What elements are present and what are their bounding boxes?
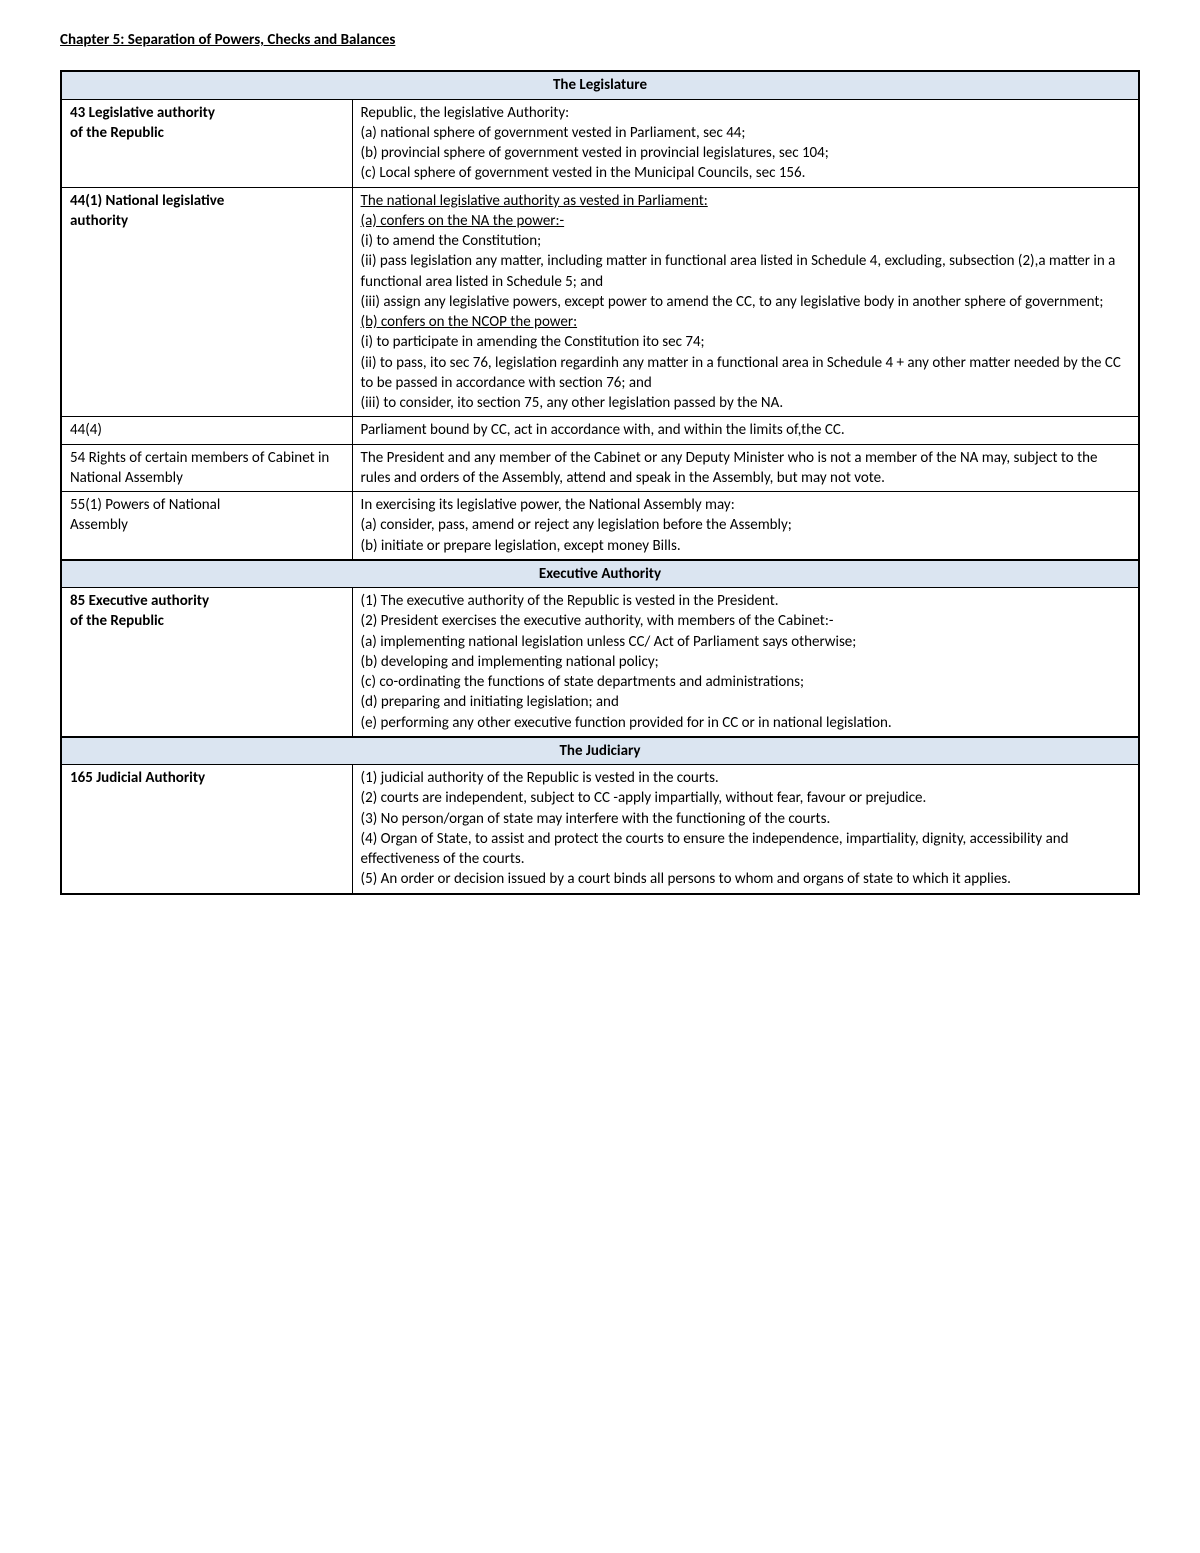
row-55-left-l2: Assembly — [70, 515, 344, 535]
section-header-text: The Judiciary — [61, 737, 1139, 765]
row-55-right: In exercising its legislative power, the… — [352, 492, 1139, 560]
row-44-1-biii: (iii) to consider, ito section 75, any o… — [361, 393, 1130, 413]
row-165-right: (1) judicial authority of the Republic i… — [352, 765, 1139, 894]
row-43-r2: (b) provincial sphere of government vest… — [361, 143, 1130, 163]
row-85-left-l2: of the Republic — [70, 611, 344, 631]
row-85-left-l1: 85 Executive authority — [70, 591, 344, 611]
row-44-1-ai: (i) to amend the Constitution; — [361, 231, 1130, 251]
row-44-1-left: 44(1) National legislative authority — [61, 187, 352, 417]
row-44-1-u3: (b) confers on the NCOP the power: — [361, 312, 1130, 332]
row-44-1-left-l2: authority — [70, 211, 344, 231]
row-54-left: 54 Rights of certain members of Cabinet … — [61, 444, 352, 492]
row-43-left: 43 Legislative authority of the Republic — [61, 99, 352, 187]
row-54: 54 Rights of certain members of Cabinet … — [61, 444, 1139, 492]
row-165-r2: (3) No person/organ of state may interfe… — [361, 809, 1130, 829]
row-165-r1: (2) courts are independent, subject to C… — [361, 788, 1130, 808]
row-44-1-aii: (ii) pass legislation any matter, includ… — [361, 251, 1130, 292]
row-85-r1: (2) President exercises the executive au… — [361, 611, 1130, 631]
row-44-1-right: The national legislative authority as ve… — [352, 187, 1139, 417]
row-55-r1: (a) consider, pass, amend or reject any … — [361, 515, 1130, 535]
row-85: 85 Executive authority of the Republic (… — [61, 588, 1139, 737]
row-55-r2: (b) initiate or prepare legislation, exc… — [361, 536, 1130, 556]
section-header-judiciary: The Judiciary — [61, 737, 1139, 765]
row-44-4-left: 44(4) — [61, 417, 352, 444]
section-header-executive: Executive Authority — [61, 560, 1139, 588]
row-43-r1: (a) national sphere of government vested… — [361, 123, 1130, 143]
row-44-4: 44(4) Parliament bound by CC, act in acc… — [61, 417, 1139, 444]
row-43-r3: (c) Local sphere of government vested in… — [361, 163, 1130, 183]
row-43-left-l2: of the Republic — [70, 123, 344, 143]
row-44-1-aiii: (iii) assign any legislative powers, exc… — [361, 292, 1130, 312]
main-table: The Legislature 43 Legislative authority… — [60, 70, 1140, 894]
row-44-1-bi: (i) to participate in amending the Const… — [361, 332, 1130, 352]
section-header-text: Executive Authority — [61, 560, 1139, 588]
row-85-r2: (a) implementing national legislation un… — [361, 632, 1130, 652]
row-43: 43 Legislative authority of the Republic… — [61, 99, 1139, 187]
row-165-r0: (1) judicial authority of the Republic i… — [361, 768, 1130, 788]
row-85-r5: (d) preparing and initiating legislation… — [361, 692, 1130, 712]
row-55: 55(1) Powers of National Assembly In exe… — [61, 492, 1139, 560]
row-44-4-right: Parliament bound by CC, act in accordanc… — [352, 417, 1139, 444]
row-55-left-l1: 55(1) Powers of National — [70, 495, 344, 515]
row-44-1-left-l1: 44(1) National legislative — [70, 191, 344, 211]
row-55-left: 55(1) Powers of National Assembly — [61, 492, 352, 560]
row-85-r3: (b) developing and implementing national… — [361, 652, 1130, 672]
row-43-right: Republic, the legislative Authority: (a)… — [352, 99, 1139, 187]
row-85-r0: (1) The executive authority of the Repub… — [361, 591, 1130, 611]
row-43-r0: Republic, the legislative Authority: — [361, 103, 1130, 123]
page-title: Chapter 5: Separation of Powers, Checks … — [60, 30, 1140, 50]
row-55-r0: In exercising its legislative power, the… — [361, 495, 1130, 515]
row-44-1-bii: (ii) to pass, ito sec 76, legislation re… — [361, 353, 1130, 394]
row-165: 165 Judicial Authority (1) judicial auth… — [61, 765, 1139, 894]
row-165-left: 165 Judicial Authority — [61, 765, 352, 894]
section-header-text: The Legislature — [61, 71, 1139, 99]
row-54-right: The President and any member of the Cabi… — [352, 444, 1139, 492]
section-header-legislature: The Legislature — [61, 71, 1139, 99]
row-44-1-u2: (a) confers on the NA the power:- — [361, 211, 1130, 231]
row-165-r4: (5) An order or decision issued by a cou… — [361, 869, 1130, 889]
row-44-1-u1: The national legislative authority as ve… — [361, 191, 1130, 211]
row-165-r3: (4) Organ of State, to assist and protec… — [361, 829, 1130, 870]
row-85-r6: (e) performing any other executive funct… — [361, 713, 1130, 733]
row-85-left: 85 Executive authority of the Republic — [61, 588, 352, 737]
row-85-right: (1) The executive authority of the Repub… — [352, 588, 1139, 737]
row-43-left-l1: 43 Legislative authority — [70, 103, 344, 123]
row-44-1: 44(1) National legislative authority The… — [61, 187, 1139, 417]
row-85-r4: (c) co-ordinating the functions of state… — [361, 672, 1130, 692]
